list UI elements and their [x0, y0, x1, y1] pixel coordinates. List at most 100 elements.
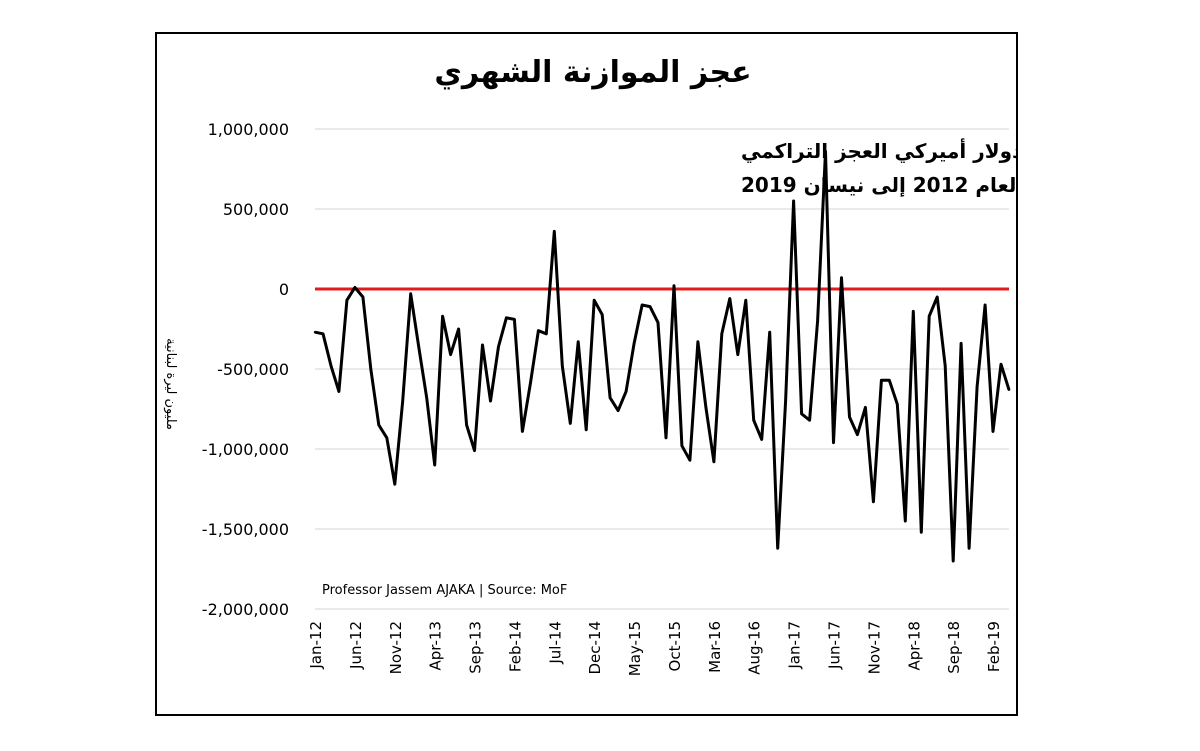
data-point	[920, 531, 923, 534]
x-tick-label: Feb-19	[985, 621, 1003, 672]
data-point	[983, 303, 987, 307]
data-point	[632, 342, 636, 345]
data-point	[569, 422, 572, 425]
data-point	[624, 390, 628, 393]
data-point	[728, 297, 732, 300]
data-point	[433, 463, 436, 467]
data-point	[888, 379, 891, 382]
data-point	[792, 199, 795, 203]
x-tick-label: Jan-17	[786, 621, 804, 670]
budget-deficit-chart: 1,000,000 500,000 0 -500,000 -1,000,000 -1,50…	[163, 55, 1016, 676]
y-tick-label: -2,000,000	[202, 600, 289, 619]
data-point	[752, 419, 755, 422]
data-point	[848, 415, 851, 419]
data-point	[880, 379, 883, 382]
data-point	[561, 364, 564, 367]
x-tick-label: Sep-18	[945, 621, 963, 674]
data-point	[904, 519, 907, 523]
chart-title: عجز الموازنة الشهري	[434, 55, 751, 90]
data-point	[808, 419, 811, 422]
data-point	[936, 295, 939, 299]
data-point	[840, 276, 843, 279]
x-tick-label: Oct-15	[666, 621, 684, 671]
data-point	[999, 363, 1003, 366]
data-point	[720, 332, 724, 335]
y-tick-label: -1,000,000	[202, 440, 289, 459]
data-point	[760, 438, 763, 441]
data-point	[696, 340, 700, 343]
data-point	[951, 559, 955, 563]
data-point	[864, 406, 867, 409]
data-point	[776, 547, 779, 550]
data-point	[832, 441, 835, 444]
data-point	[385, 436, 388, 439]
data-point	[975, 385, 979, 388]
data-point	[959, 342, 963, 345]
data-point	[401, 399, 404, 403]
x-tick-label: Sep-13	[467, 621, 485, 674]
x-tick-label: Dec-14	[586, 621, 604, 675]
data-point	[704, 406, 708, 409]
data-point	[369, 367, 373, 371]
data-point	[816, 319, 819, 323]
data-point	[688, 459, 692, 462]
data-point	[409, 292, 412, 295]
data-point	[441, 315, 444, 318]
x-tick-label: Jan-12	[307, 621, 325, 670]
data-point	[465, 423, 468, 427]
data-point	[768, 331, 771, 334]
data-point	[497, 345, 500, 348]
x-tick-label: Feb-14	[506, 621, 524, 672]
data-point	[640, 303, 644, 307]
data-point	[481, 343, 484, 347]
data-point	[577, 340, 580, 343]
data-point	[1007, 388, 1011, 391]
data-points	[313, 150, 1011, 563]
y-tick-labels: 1,000,000 500,000 0 -500,000 -1,000,000 -1,50…	[202, 120, 289, 619]
x-tick-label: Mar-16	[706, 621, 724, 673]
x-tick-label: Jun-17	[826, 621, 844, 670]
data-point	[505, 316, 508, 319]
data-point	[313, 331, 317, 334]
x-tick-label: Nov-17	[865, 621, 883, 674]
annotation-line-1: 31.5 مليار دولار أميركي العجز التراكمي	[741, 137, 1016, 164]
data-point	[337, 390, 341, 393]
data-point	[321, 332, 325, 335]
data-point	[513, 318, 516, 321]
y-tick-label: -1,500,000	[202, 520, 289, 539]
x-tick-label: May-15	[626, 621, 644, 676]
data-point	[664, 436, 668, 439]
data-point	[991, 430, 995, 433]
data-point	[457, 327, 460, 331]
data-point	[648, 305, 652, 308]
data-point	[425, 396, 428, 399]
y-tick-label: -500,000	[217, 360, 289, 379]
y-tick-label: 1,000,000	[208, 120, 289, 139]
data-point	[744, 299, 747, 302]
data-point	[489, 399, 492, 403]
data-point	[393, 483, 396, 486]
data-point	[680, 444, 684, 447]
data-point	[967, 547, 971, 550]
data-point	[529, 382, 532, 385]
data-point	[784, 399, 787, 403]
data-point	[353, 286, 357, 289]
data-point	[616, 409, 620, 412]
annotation-line-2: من العام 2012 إلى نيسان 2019	[741, 173, 1016, 197]
x-tick-label: Apr-18	[905, 621, 923, 671]
data-point	[521, 430, 524, 433]
source-note: Professor Jassem AJAKA | Source: MoF	[322, 583, 567, 598]
y-tick-label: 0	[279, 280, 289, 299]
data-point	[377, 423, 381, 427]
x-tick-label: Nov-12	[387, 621, 405, 674]
x-tick-label: Apr-13	[427, 621, 445, 671]
data-point	[545, 332, 548, 335]
x-tick-label: Jul-14	[546, 621, 564, 665]
x-tick-labels: Jan-12 Jun-12 Nov-12 Apr-13 Sep-13 Feb-14 Jul-…	[307, 621, 1003, 676]
data-point	[329, 364, 333, 367]
data-point	[361, 295, 365, 299]
data-point	[896, 403, 899, 406]
data-point	[928, 315, 931, 318]
data-point	[600, 313, 604, 316]
data-point	[537, 329, 540, 332]
